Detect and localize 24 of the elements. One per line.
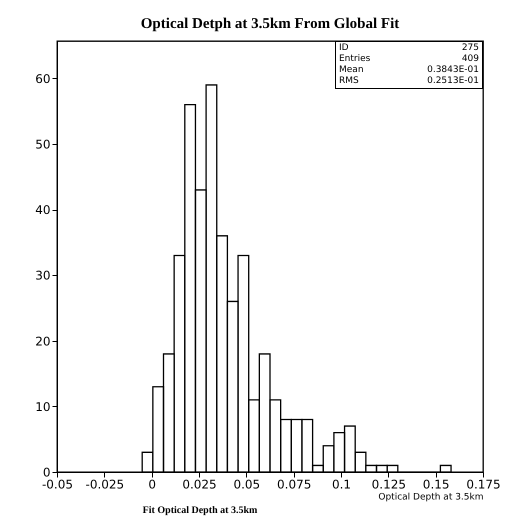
text: Fit Optical Depth at 3.5km [142, 505, 258, 516]
text: RMS 0.2513E-01 [339, 76, 479, 86]
chart-title: Optical Detph at 3.5km From Global Fit [140, 16, 400, 32]
y-tick-label: 60 [35, 72, 50, 86]
x-tick-label: -0.05 [42, 478, 74, 492]
x-tick-label: 0.15 [422, 478, 450, 492]
y-tick-label: 30 [35, 268, 50, 283]
x-tick-label: 0 [148, 478, 156, 492]
x-tick-label: 0.1 [332, 478, 352, 492]
y-tick-label: 20 [35, 334, 50, 348]
text: Mean 0.3843E-01 [339, 65, 479, 75]
y-tick-label: 40 [35, 203, 50, 218]
text: ID 275 [339, 43, 479, 53]
x-tick-label: 0.025 [182, 478, 217, 492]
x-axis-title: Optical Depth at 3.5km [378, 492, 484, 502]
x-tick-label: 0.05 [233, 478, 260, 492]
y-tick-label: 10 [35, 400, 50, 414]
text: Entries 409 [339, 54, 479, 64]
x-tick-label: -0.025 [85, 478, 124, 492]
y-tick-label: 50 [35, 137, 50, 152]
x-tick-label: 0.175 [466, 478, 501, 492]
x-tick-label: 0.075 [276, 478, 312, 492]
y-tick-label: 0 [42, 466, 50, 480]
x-tick-label: 0.125 [372, 478, 406, 492]
